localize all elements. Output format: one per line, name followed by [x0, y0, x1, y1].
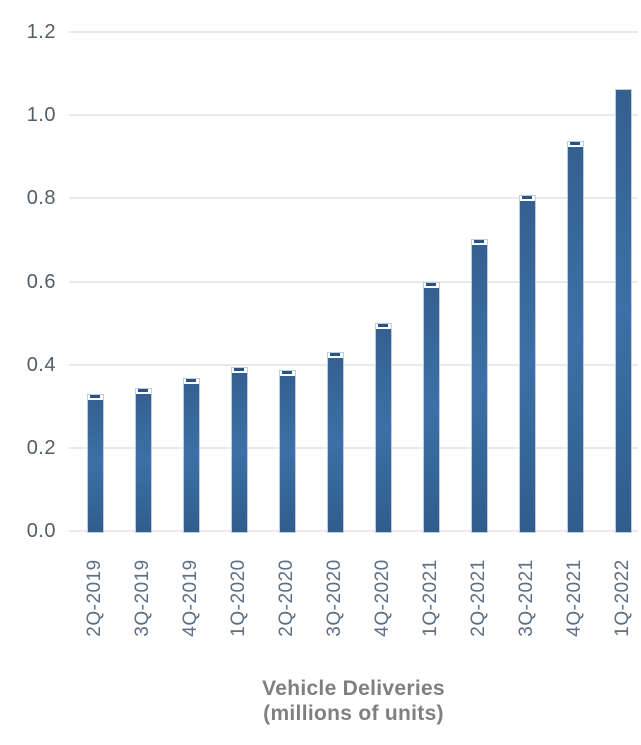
x-tick-label-2Q-2021: 2Q-2021	[468, 559, 489, 637]
error-bar-cap	[327, 353, 343, 359]
axis-title-line1: Vehicle Deliveries	[262, 677, 445, 700]
error-bar-cap	[567, 142, 583, 148]
bar-1Q-2022	[614, 89, 632, 533]
x-tick-label-2Q-2019: 2Q-2019	[84, 559, 105, 637]
bar-4Q-2020	[374, 323, 392, 533]
x-tick-label-4Q-2019: 4Q-2019	[180, 559, 201, 637]
bar-3Q-2020	[326, 352, 344, 533]
gridline-0.4	[69, 363, 638, 366]
bar-2Q-2020	[278, 370, 296, 533]
axis-title-line2: (millions of units)	[263, 702, 444, 725]
bar-3Q-2021	[518, 195, 536, 533]
y-tick-label-0.0: 0.0	[26, 520, 56, 542]
error-bar-cap	[279, 371, 295, 377]
gridline-0.8	[69, 197, 638, 200]
y-tick-label-1.2: 1.2	[26, 21, 56, 43]
x-tick-label-1Q-2021: 1Q-2021	[420, 559, 441, 637]
error-bar-cap	[519, 196, 535, 201]
x-tick-label-1Q-2020: 1Q-2020	[228, 559, 249, 637]
gridline-0.0	[69, 530, 638, 532]
bar-4Q-2021	[566, 141, 584, 533]
bar-3Q-2019	[134, 387, 152, 533]
error-bar-cap	[423, 283, 439, 289]
bar-4Q-2019	[182, 378, 200, 533]
bar-1Q-2020	[230, 366, 248, 533]
gridline-0.2	[69, 446, 638, 449]
error-bar-cap	[135, 388, 151, 394]
bar-1Q-2021	[422, 282, 440, 533]
bar-2Q-2019	[86, 393, 104, 533]
y-tick-label-1.0: 1.0	[26, 104, 56, 127]
axis-title-block: Vehicle Deliveries (millions of units)	[69, 676, 638, 726]
error-bar-cap	[231, 367, 247, 373]
x-tick-label-3Q-2019: 3Q-2019	[132, 559, 153, 637]
y-tick-label-0.4: 0.4	[26, 353, 56, 376]
error-bar-cap	[183, 379, 199, 385]
y-tick-label-0.6: 0.6	[26, 270, 56, 293]
y-tick-label-0.2: 0.2	[26, 436, 56, 459]
x-tick-label-2Q-2020: 2Q-2020	[276, 559, 297, 637]
x-tick-label-4Q-2020: 4Q-2020	[372, 559, 393, 637]
error-bar-cap	[375, 324, 391, 330]
x-tick-label-4Q-2021: 4Q-2021	[564, 559, 585, 637]
gridline-1.0	[69, 114, 638, 117]
gridline-1.2	[69, 31, 638, 33]
bar-2Q-2021	[470, 238, 488, 533]
error-bar-cap	[87, 394, 103, 400]
y-tick-label-0.8: 0.8	[26, 187, 56, 210]
x-tick-label-3Q-2021: 3Q-2021	[516, 559, 537, 637]
error-bar-cap	[471, 239, 487, 245]
x-tick-label-3Q-2020: 3Q-2020	[324, 559, 345, 637]
x-tick-label-1Q-2022: 1Q-2022	[612, 559, 633, 637]
gridline-0.6	[69, 280, 638, 283]
